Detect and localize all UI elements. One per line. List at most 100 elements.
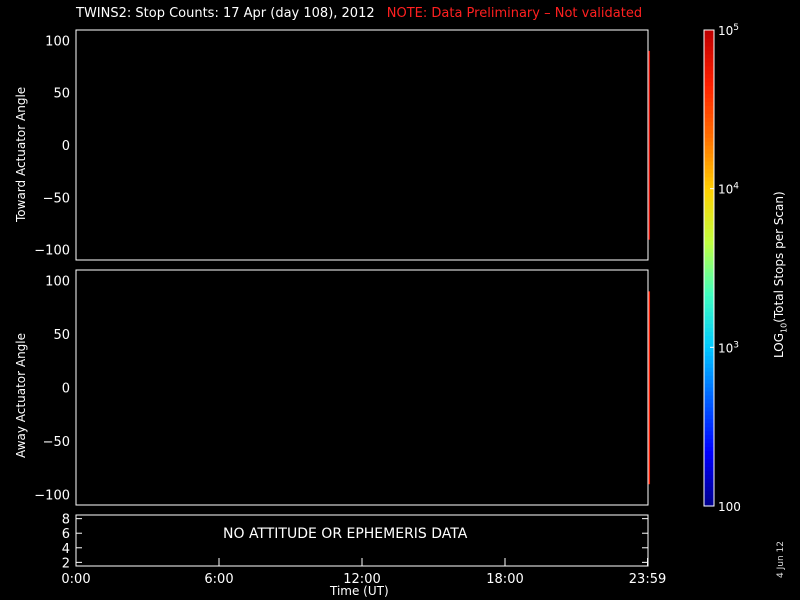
colorbar-cell xyxy=(704,462,714,467)
date-stamp: 4 Jun 12 xyxy=(776,541,786,578)
colorbar-cell xyxy=(704,434,714,440)
colorbar-cell xyxy=(704,188,714,194)
colorbar-cell xyxy=(704,490,714,495)
colorbar-tick-label: 100 xyxy=(718,500,741,514)
colorbar-cell xyxy=(704,343,714,348)
colorbar-cell xyxy=(704,152,714,158)
y-tick-label: 100 xyxy=(45,34,70,49)
colorbar-cell xyxy=(704,208,714,214)
colorbar-cell xyxy=(704,129,714,134)
colorbar-cell xyxy=(704,379,714,384)
colorbar-cell xyxy=(704,446,714,452)
heat-cell xyxy=(647,145,651,177)
colorbar-cell xyxy=(704,220,714,225)
colorbar-cell xyxy=(704,97,714,102)
colorbar-cell xyxy=(704,37,714,43)
colorbar-cell xyxy=(704,164,714,170)
heat-cell xyxy=(647,207,651,240)
colorbar-cell xyxy=(704,438,714,444)
colorbar-cell xyxy=(704,414,714,420)
colorbar-cell xyxy=(704,216,714,221)
heat-cell xyxy=(647,355,651,389)
colorbar-cell xyxy=(704,41,714,47)
colorbar-cell xyxy=(704,363,714,368)
heat-cell xyxy=(647,291,651,325)
heat-cell xyxy=(647,323,651,357)
y-axis-label-away: Away Actuator Angle xyxy=(14,332,28,458)
colorbar-cell xyxy=(704,299,714,305)
colorbar-cell xyxy=(704,315,714,321)
title-text: TWINS2: Stop Counts: 17 Apr (day 108), 2… xyxy=(76,6,375,21)
colorbar-cell xyxy=(704,264,714,269)
heat-cell xyxy=(647,387,651,421)
colorbar-cell xyxy=(704,268,714,273)
heat-cell xyxy=(647,451,651,485)
colorbar-cell xyxy=(704,81,714,87)
colorbar-cell xyxy=(704,77,714,83)
colorbar-cell xyxy=(704,426,714,432)
y-tick-label: −100 xyxy=(34,488,70,503)
colorbar-cell xyxy=(704,387,714,392)
heat-cell xyxy=(647,113,651,146)
colorbar-cell xyxy=(704,351,714,356)
away-actuator-heatmap-panel: −100 −50 0 50 100 xyxy=(34,269,651,506)
y-tick-label: 4 xyxy=(62,542,70,557)
colorbar-cell xyxy=(704,430,714,436)
colorbar-cell xyxy=(704,109,714,114)
y-tick-label: 2 xyxy=(62,556,70,571)
y-tick-label: −100 xyxy=(34,244,70,259)
colorbar-cell xyxy=(704,418,714,424)
colorbar-cell xyxy=(704,180,714,186)
x-tick-label: 23:59 xyxy=(629,572,666,587)
colorbar-cell xyxy=(704,149,714,154)
colorbar-cell xyxy=(704,402,714,408)
colorbar-cell xyxy=(704,442,714,448)
colorbar-cell xyxy=(704,45,714,51)
colorbar-cell xyxy=(704,398,714,404)
y-tick-label: 50 xyxy=(53,87,70,102)
colorbar-cell xyxy=(704,57,714,63)
colorbar-cell xyxy=(704,33,714,39)
colorbar-cell xyxy=(704,283,714,289)
colorbar-cell xyxy=(704,184,714,190)
no-attitude-data-message: NO ATTITUDE OR EPHEMERIS DATA xyxy=(223,526,468,542)
colorbar-cell xyxy=(704,339,714,344)
colorbar-cell xyxy=(704,331,714,337)
colorbar-cell xyxy=(704,61,714,67)
colorbar-cell xyxy=(704,498,714,503)
colorbar-cell xyxy=(704,260,714,265)
colorbar-cell xyxy=(704,394,714,400)
y-tick-label: 100 xyxy=(45,275,70,290)
colorbar-cell xyxy=(704,145,714,150)
y-tick-label: 8 xyxy=(62,513,70,528)
preliminary-note: NOTE: Data Preliminary – Not validated xyxy=(386,6,643,21)
colorbar-cell xyxy=(704,133,714,138)
colorbar-cell xyxy=(704,303,714,309)
colorbar-frame xyxy=(703,29,715,507)
colorbar-cell xyxy=(704,347,714,352)
colorbar-cell xyxy=(704,466,714,471)
x-tick-label: 0:00 xyxy=(61,572,90,587)
colorbar-cell xyxy=(704,73,714,79)
chart-title: TWINS2: Stop Counts: 17 Apr (day 108), 2… xyxy=(76,6,642,21)
colorbar-cell xyxy=(704,113,714,118)
colorbar-cell xyxy=(704,359,714,364)
y-tick-label: 0 xyxy=(62,139,70,154)
colorbar-cell xyxy=(704,287,714,293)
colorbar-cell xyxy=(704,410,714,416)
colorbar-cell xyxy=(704,192,714,198)
colorbar-cell xyxy=(704,458,714,463)
colorbar-cell xyxy=(704,137,714,142)
y-tick-label: −50 xyxy=(43,191,70,206)
colorbar: 105 104 103 100 xyxy=(703,23,741,514)
colorbar-cell xyxy=(704,244,714,249)
x-axis-label: Time (UT) xyxy=(330,584,389,598)
colorbar-cell xyxy=(704,335,714,340)
colorbar-cell xyxy=(704,470,714,475)
colorbar-cell xyxy=(704,406,714,412)
heat-cell xyxy=(647,82,651,115)
colorbar-cell xyxy=(704,141,714,146)
heat-cell xyxy=(647,176,651,209)
colorbar-cell xyxy=(704,240,714,245)
